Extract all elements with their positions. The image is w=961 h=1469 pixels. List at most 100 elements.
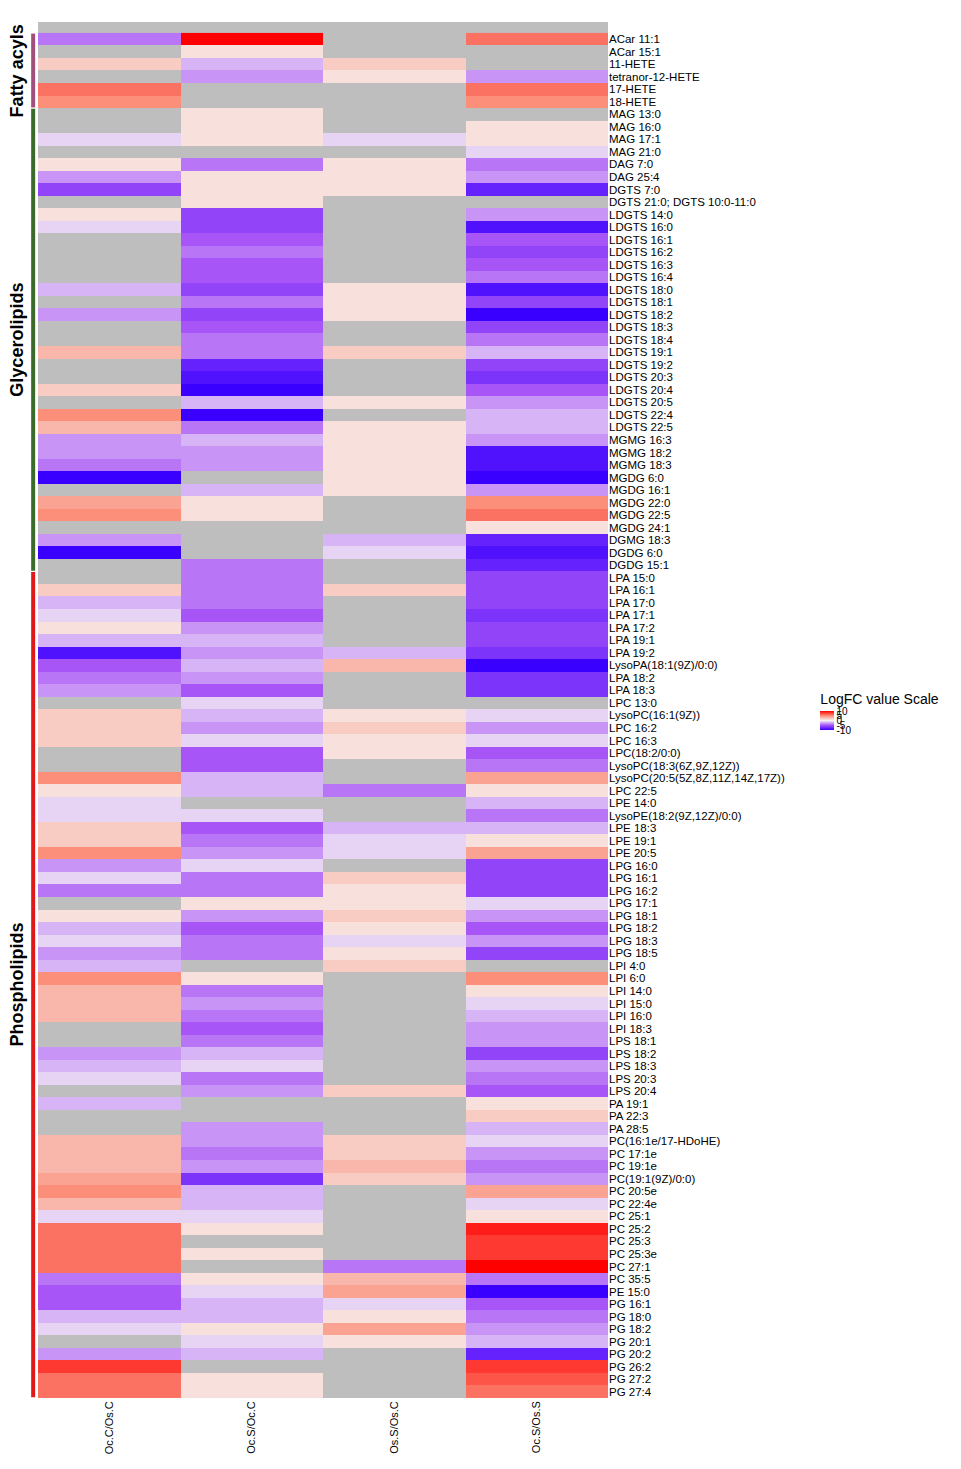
svg-text:Phospholipids: Phospholipids bbox=[7, 923, 27, 1047]
svg-text:DGDG 6:0: DGDG 6:0 bbox=[609, 547, 663, 559]
svg-text:LPS 20:4: LPS 20:4 bbox=[609, 1085, 657, 1097]
svg-text:-5: -5 bbox=[837, 720, 846, 731]
svg-text:MGDG 16:1: MGDG 16:1 bbox=[609, 484, 670, 496]
svg-text:PG 18:2: PG 18:2 bbox=[609, 1323, 651, 1335]
svg-text:PG 27:4: PG 27:4 bbox=[609, 1386, 652, 1398]
svg-text:LDGTS 16:2: LDGTS 16:2 bbox=[609, 246, 673, 258]
svg-text:LPS 18:2: LPS 18:2 bbox=[609, 1048, 656, 1060]
svg-text:18-HETE: 18-HETE bbox=[609, 96, 657, 108]
svg-text:PA 28:5: PA 28:5 bbox=[609, 1123, 648, 1135]
svg-text:LDGTS 19:1: LDGTS 19:1 bbox=[609, 346, 673, 358]
svg-text:10: 10 bbox=[837, 706, 849, 717]
svg-text:LPE 18:3: LPE 18:3 bbox=[609, 822, 656, 834]
svg-text:PC(16:1e/17-HDoHE): PC(16:1e/17-HDoHE) bbox=[609, 1135, 720, 1147]
svg-text:PC 22:4e: PC 22:4e bbox=[609, 1198, 657, 1210]
svg-text:DGMG 18:3: DGMG 18:3 bbox=[609, 534, 670, 546]
svg-text:MGDG 24:1: MGDG 24:1 bbox=[609, 522, 670, 534]
svg-text:LysoPA(18:1(9Z)/0:0): LysoPA(18:1(9Z)/0:0) bbox=[609, 659, 718, 671]
svg-text:PC(19:1(9Z)/0:0): PC(19:1(9Z)/0:0) bbox=[609, 1173, 695, 1185]
svg-text:ACar 15:1: ACar 15:1 bbox=[609, 46, 661, 58]
svg-text:LPA 18:2: LPA 18:2 bbox=[609, 672, 655, 684]
svg-text:PG 18:0: PG 18:0 bbox=[609, 1311, 651, 1323]
svg-text:PC 20:5e: PC 20:5e bbox=[609, 1185, 657, 1197]
svg-text:LDGTS 18:4: LDGTS 18:4 bbox=[609, 334, 674, 346]
svg-text:LDGTS 18:1: LDGTS 18:1 bbox=[609, 296, 673, 308]
svg-text:LPG 16:0: LPG 16:0 bbox=[609, 860, 658, 872]
svg-text:DAG 7:0: DAG 7:0 bbox=[609, 158, 653, 170]
svg-text:LPG 18:2: LPG 18:2 bbox=[609, 922, 658, 934]
svg-text:LysoPC(20:5(5Z,8Z,11Z,14Z,17Z): LysoPC(20:5(5Z,8Z,11Z,14Z,17Z)) bbox=[609, 772, 785, 784]
svg-text:LPI 16:0: LPI 16:0 bbox=[609, 1010, 652, 1022]
svg-text:LDGTS 20:3: LDGTS 20:3 bbox=[609, 371, 673, 383]
svg-text:LPS 18:3: LPS 18:3 bbox=[609, 1060, 656, 1072]
svg-text:MGDG 22:0: MGDG 22:0 bbox=[609, 497, 670, 509]
svg-text:LPS 20:3: LPS 20:3 bbox=[609, 1073, 656, 1085]
svg-text:LPI 18:3: LPI 18:3 bbox=[609, 1023, 652, 1035]
svg-text:PC 27:1: PC 27:1 bbox=[609, 1261, 651, 1273]
svg-text:PC 25:3e: PC 25:3e bbox=[609, 1248, 657, 1260]
svg-text:LPA 18:3: LPA 18:3 bbox=[609, 684, 655, 696]
svg-text:LPG 18:5: LPG 18:5 bbox=[609, 947, 658, 959]
svg-text:LPA 17:0: LPA 17:0 bbox=[609, 597, 655, 609]
svg-text:LPA 17:2: LPA 17:2 bbox=[609, 622, 655, 634]
svg-text:MAG 21:0: MAG 21:0 bbox=[609, 146, 661, 158]
svg-text:PC 17:1e: PC 17:1e bbox=[609, 1148, 657, 1160]
svg-text:MGMG 18:3: MGMG 18:3 bbox=[609, 459, 672, 471]
svg-text:PG 26:2: PG 26:2 bbox=[609, 1361, 651, 1373]
svg-text:DAG 25:4: DAG 25:4 bbox=[609, 171, 660, 183]
svg-text:PG 16:1: PG 16:1 bbox=[609, 1298, 651, 1310]
svg-text:LDGTS 19:2: LDGTS 19:2 bbox=[609, 359, 673, 371]
svg-text:LPA 19:1: LPA 19:1 bbox=[609, 634, 655, 646]
svg-text:tetranor-12-HETE: tetranor-12-HETE bbox=[609, 71, 700, 83]
svg-text:LPG 18:1: LPG 18:1 bbox=[609, 910, 658, 922]
svg-text:LDGTS 14:0: LDGTS 14:0 bbox=[609, 209, 673, 221]
svg-text:11-HETE: 11-HETE bbox=[609, 58, 656, 70]
svg-text:LPA 16:1: LPA 16:1 bbox=[609, 584, 655, 596]
svg-text:PA 19:1: PA 19:1 bbox=[609, 1098, 648, 1110]
svg-text:PC 25:2: PC 25:2 bbox=[609, 1223, 651, 1235]
svg-text:LPC 16:3: LPC 16:3 bbox=[609, 735, 657, 747]
svg-text:LDGTS 22:5: LDGTS 22:5 bbox=[609, 421, 673, 433]
svg-text:LPE 20:5: LPE 20:5 bbox=[609, 847, 656, 859]
svg-text:ACar 11:1: ACar 11:1 bbox=[609, 33, 660, 45]
svg-text:Oc.S/Oc.C: Oc.S/Oc.C bbox=[245, 1401, 257, 1454]
svg-text:LDGTS 16:1: LDGTS 16:1 bbox=[609, 234, 673, 246]
svg-text:MAG 17:1: MAG 17:1 bbox=[609, 133, 661, 145]
svg-text:17-HETE: 17-HETE bbox=[609, 83, 657, 95]
svg-text:MGDG 22:5: MGDG 22:5 bbox=[609, 509, 670, 521]
svg-text:-10: -10 bbox=[837, 725, 852, 736]
svg-text:LysoPE(18:2(9Z,12Z)/0:0): LysoPE(18:2(9Z,12Z)/0:0) bbox=[609, 810, 742, 822]
svg-text:LPE 14:0: LPE 14:0 bbox=[609, 797, 656, 809]
svg-text:5: 5 bbox=[837, 710, 843, 721]
svg-text:DGDG 15:1: DGDG 15:1 bbox=[609, 559, 669, 571]
svg-text:Fatty acyls: Fatty acyls bbox=[7, 24, 27, 117]
svg-text:0: 0 bbox=[837, 715, 843, 726]
svg-text:LDGTS 16:0: LDGTS 16:0 bbox=[609, 221, 673, 233]
svg-text:PG 27:2: PG 27:2 bbox=[609, 1373, 651, 1385]
svg-text:Oc.S/Os.S: Oc.S/Os.S bbox=[530, 1401, 542, 1453]
svg-text:Os.S/Os.C: Os.S/Os.C bbox=[388, 1401, 400, 1454]
svg-text:MGMG 18:2: MGMG 18:2 bbox=[609, 446, 672, 458]
svg-text:LPA 15:0: LPA 15:0 bbox=[609, 572, 655, 584]
svg-text:PG 20:2: PG 20:2 bbox=[609, 1348, 651, 1360]
svg-text:LPA 17:1: LPA 17:1 bbox=[609, 609, 655, 621]
svg-text:MGMG 16:3: MGMG 16:3 bbox=[609, 434, 672, 446]
svg-text:PC 19:1e: PC 19:1e bbox=[609, 1160, 657, 1172]
svg-text:PC 25:3: PC 25:3 bbox=[609, 1235, 651, 1247]
svg-text:LysoPC(16:1(9Z)): LysoPC(16:1(9Z)) bbox=[609, 709, 700, 721]
svg-text:MAG 16:0: MAG 16:0 bbox=[609, 121, 661, 133]
svg-text:LPC 22:5: LPC 22:5 bbox=[609, 785, 657, 797]
svg-text:PG 20:1: PG 20:1 bbox=[609, 1336, 651, 1348]
svg-text:PC 25:1: PC 25:1 bbox=[609, 1210, 651, 1222]
svg-text:PE 15:0: PE 15:0 bbox=[609, 1286, 650, 1298]
svg-text:PC 35:5: PC 35:5 bbox=[609, 1273, 651, 1285]
svg-text:LPI 15:0: LPI 15:0 bbox=[609, 998, 652, 1010]
svg-text:LDGTS 20:5: LDGTS 20:5 bbox=[609, 396, 673, 408]
svg-text:LPI 14:0: LPI 14:0 bbox=[609, 985, 652, 997]
svg-text:LDGTS 18:2: LDGTS 18:2 bbox=[609, 309, 673, 321]
svg-text:LPG 18:3: LPG 18:3 bbox=[609, 935, 658, 947]
svg-text:LDGTS 22:4: LDGTS 22:4 bbox=[609, 409, 674, 421]
svg-text:LPC 16:2: LPC 16:2 bbox=[609, 722, 657, 734]
svg-text:DGTS 7:0: DGTS 7:0 bbox=[609, 183, 660, 195]
svg-text:LPE 19:1: LPE 19:1 bbox=[609, 835, 656, 847]
